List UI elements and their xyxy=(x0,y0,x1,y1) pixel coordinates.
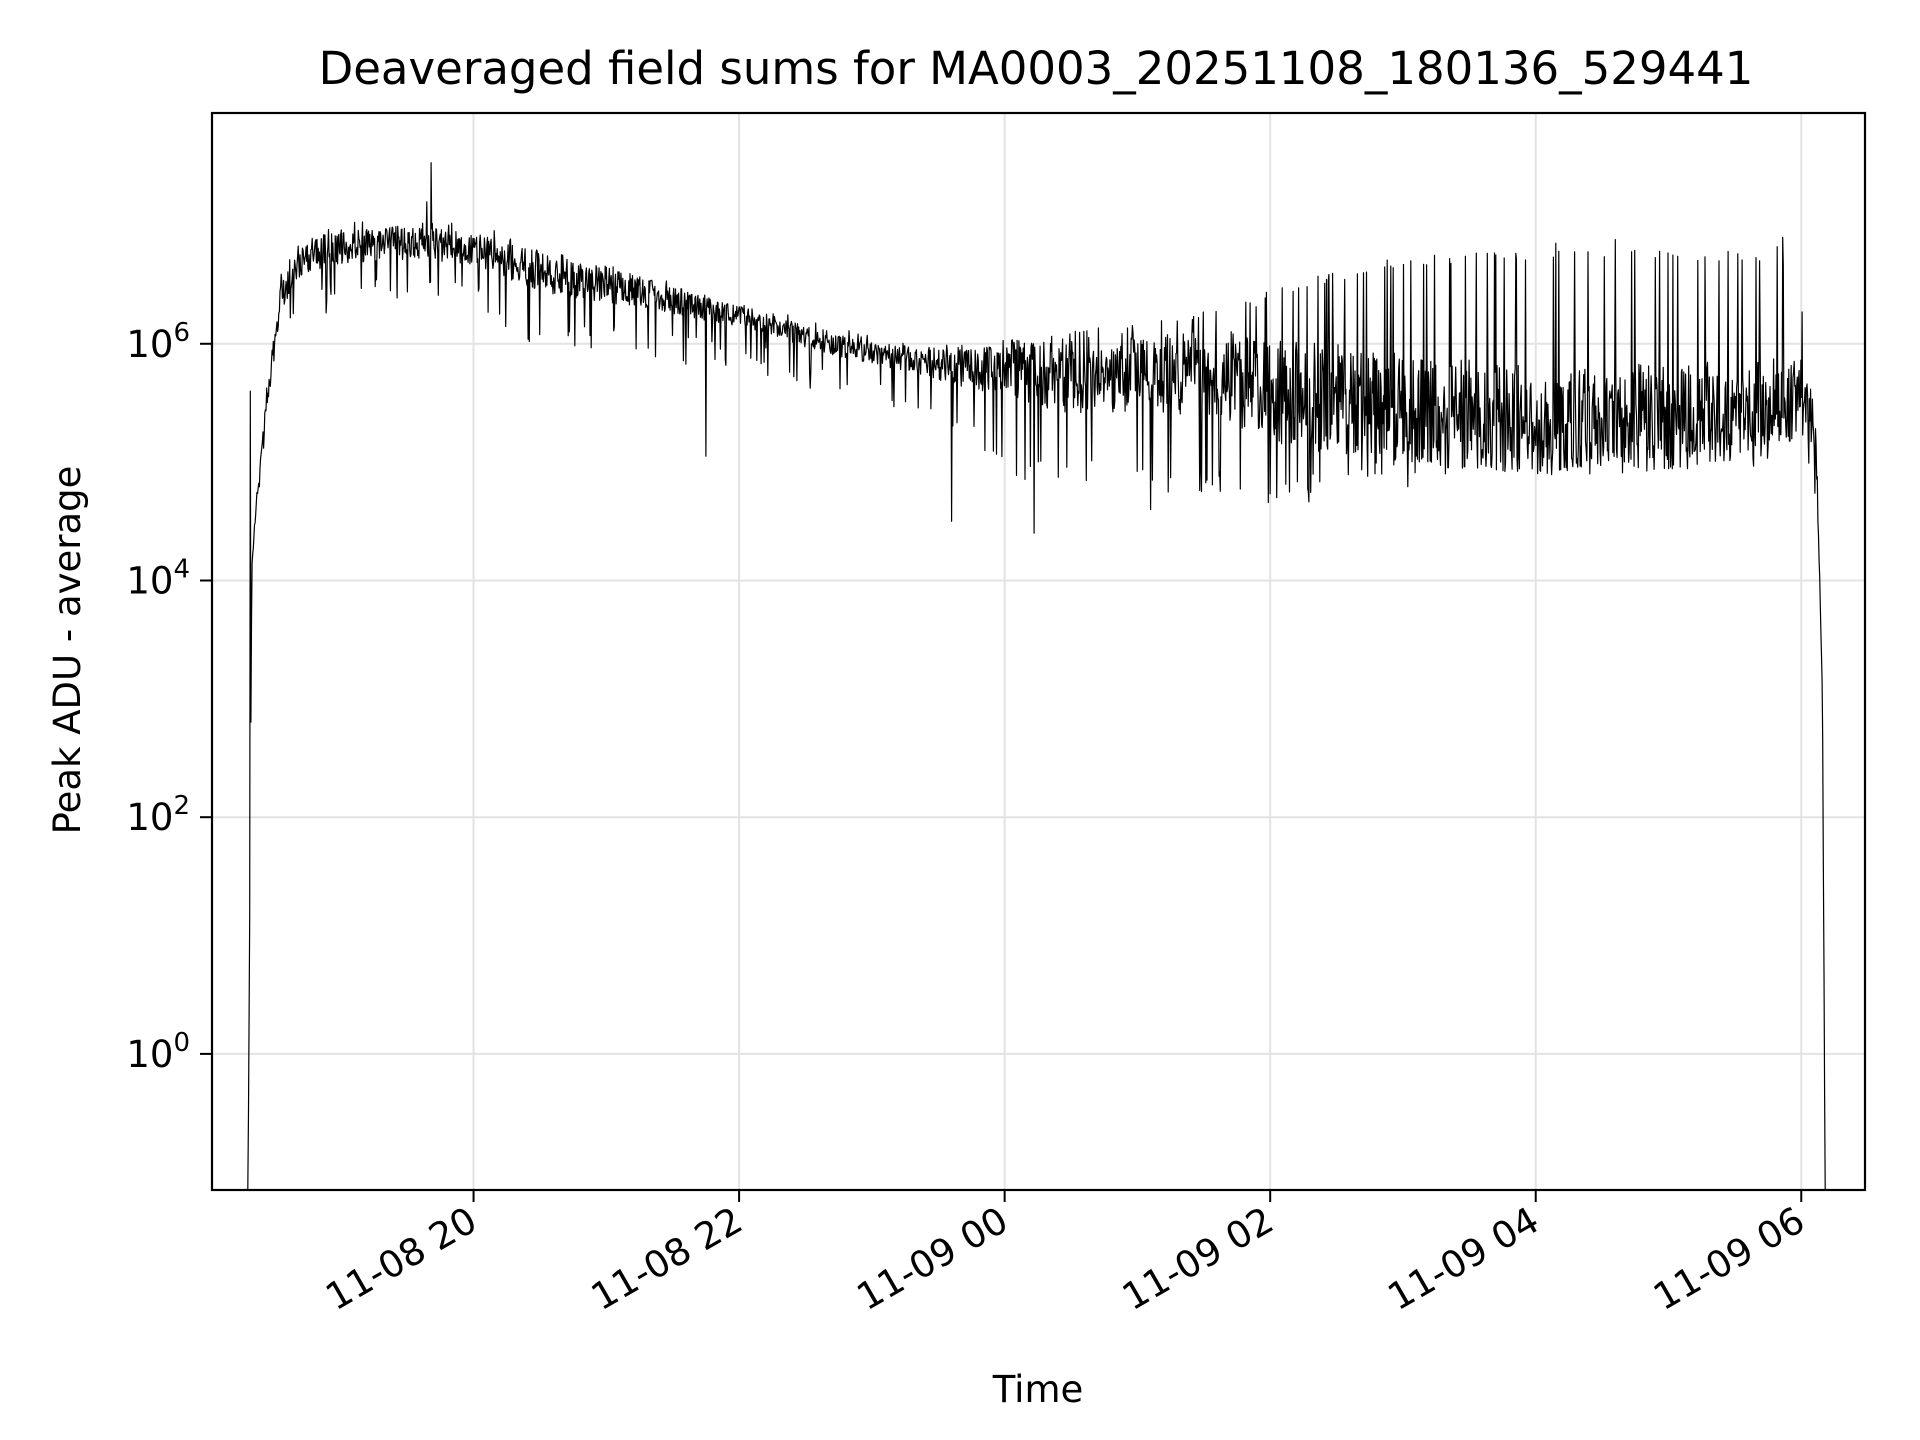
y-tick-label-base: 10 xyxy=(126,323,173,366)
y-tick-label-exponent: 0 xyxy=(173,1028,190,1058)
y-tick-label: 102 xyxy=(126,791,190,839)
y-tick-label-exponent: 6 xyxy=(173,318,190,348)
y-tick-label-exponent: 4 xyxy=(173,554,190,584)
y-tick-label-exponent: 2 xyxy=(173,791,190,821)
y-tick-label-base: 10 xyxy=(126,1033,173,1076)
chart-title: Deaveraged field sums for MA0003_2025110… xyxy=(319,42,1754,95)
y-tick-label: 106 xyxy=(126,318,190,366)
series-line-peak-adu xyxy=(247,162,1826,1191)
y-tick-label: 104 xyxy=(126,554,190,602)
grid-lines xyxy=(212,113,1865,1190)
plot-area-frame xyxy=(210,111,1867,1192)
x-axis-label: Time xyxy=(992,1368,1084,1411)
y-tick-label-base: 10 xyxy=(126,559,173,602)
y-axis-label: Peak ADU - average xyxy=(46,466,89,835)
data-series xyxy=(247,162,1826,1191)
y-tick-label: 100 xyxy=(126,1028,190,1076)
y-tick-label-base: 10 xyxy=(126,796,173,839)
